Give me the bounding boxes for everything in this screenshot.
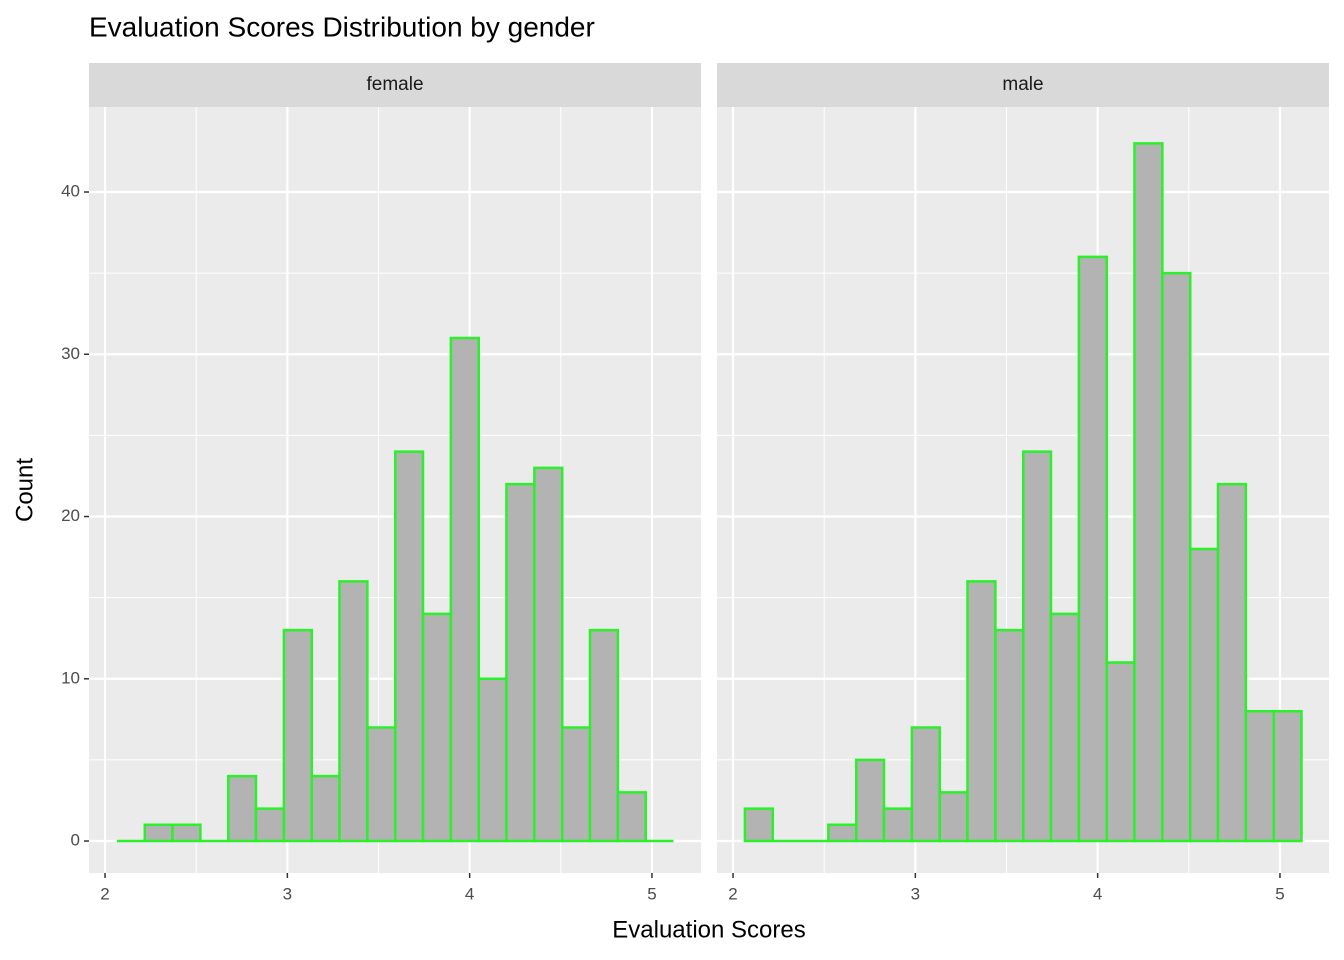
bar bbox=[1244, 709, 1276, 843]
bar bbox=[994, 628, 1025, 843]
bar bbox=[1133, 142, 1164, 843]
bar bbox=[394, 450, 425, 843]
bar bbox=[533, 466, 564, 843]
bar bbox=[588, 628, 620, 843]
y-tick-label: 40 bbox=[61, 182, 80, 201]
chart-title: Evaluation Scores Distribution by gender bbox=[89, 11, 595, 42]
bar bbox=[966, 580, 997, 843]
x-tick-label: 4 bbox=[1093, 884, 1102, 903]
x-tick-label: 3 bbox=[283, 884, 292, 903]
bar bbox=[227, 774, 258, 843]
bar bbox=[477, 677, 508, 843]
x-tick-label: 4 bbox=[465, 884, 474, 903]
bar bbox=[1189, 547, 1220, 843]
x-tick-label: 3 bbox=[911, 884, 920, 903]
bar bbox=[1077, 255, 1109, 843]
bar bbox=[310, 774, 341, 843]
bar bbox=[366, 726, 397, 843]
x-axis-title: Evaluation Scores bbox=[612, 916, 805, 943]
bar bbox=[827, 823, 858, 843]
bar bbox=[449, 336, 481, 843]
strip bbox=[89, 63, 701, 107]
bar bbox=[882, 807, 914, 843]
bar bbox=[1272, 709, 1303, 843]
x-tick-label: 5 bbox=[647, 884, 656, 903]
bar bbox=[143, 823, 174, 843]
bar bbox=[505, 482, 536, 843]
bar bbox=[616, 791, 648, 843]
bar bbox=[254, 807, 286, 843]
bar bbox=[282, 628, 314, 843]
y-tick-label: 30 bbox=[61, 344, 80, 363]
y-tick-label: 10 bbox=[61, 668, 80, 687]
bar bbox=[1022, 450, 1053, 843]
x-tick-label: 5 bbox=[1275, 884, 1284, 903]
y-axis-title: Count bbox=[11, 458, 38, 522]
facet-label: female bbox=[366, 74, 423, 95]
facet-label: male bbox=[1002, 74, 1043, 95]
x-tick-label: 2 bbox=[728, 884, 737, 903]
bar bbox=[938, 791, 969, 843]
bar bbox=[1216, 482, 1248, 843]
bar bbox=[1105, 661, 1136, 843]
bar bbox=[171, 823, 202, 843]
y-tick-label: 0 bbox=[71, 831, 80, 850]
bar bbox=[1161, 271, 1192, 843]
bar bbox=[855, 758, 886, 843]
bar bbox=[910, 726, 942, 843]
x-tick-label: 2 bbox=[100, 884, 109, 903]
bar bbox=[421, 612, 453, 843]
bar bbox=[338, 580, 369, 843]
bar bbox=[1049, 612, 1081, 843]
strip bbox=[717, 63, 1329, 107]
y-tick-label: 20 bbox=[61, 506, 80, 525]
bar bbox=[561, 726, 592, 843]
bar bbox=[743, 807, 775, 843]
